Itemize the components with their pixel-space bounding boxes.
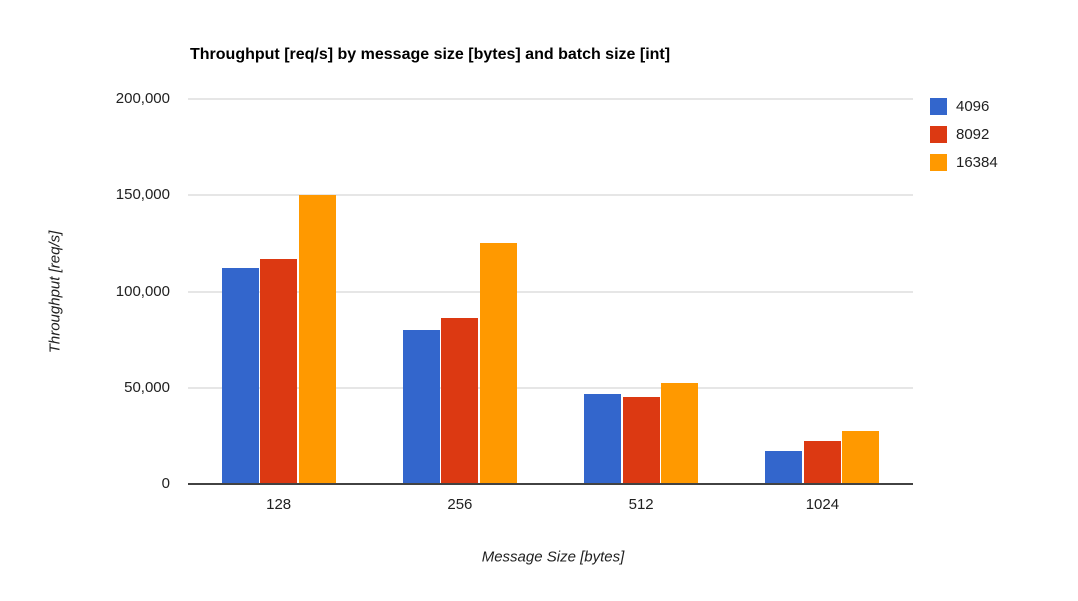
- x-tick-label: 512: [628, 496, 654, 513]
- legend-swatch-icon: [930, 98, 947, 115]
- y-tick-label: 200,000: [115, 90, 170, 107]
- plot-area: [188, 98, 913, 485]
- bar-4096-1024[interactable]: [765, 451, 803, 484]
- legend-label: 8092: [956, 126, 990, 143]
- legend-swatch-icon: [930, 154, 947, 171]
- x-axis-title: Message Size [bytes]: [481, 548, 625, 566]
- y-tick-label: 0: [161, 475, 170, 492]
- bar-8092-256[interactable]: [441, 317, 479, 484]
- gridline: [188, 290, 913, 293]
- legend-swatch-icon: [930, 126, 947, 143]
- x-tick-label: 128: [266, 496, 292, 513]
- x-tick-label: 256: [447, 496, 473, 513]
- legend-label: 4096: [956, 98, 990, 115]
- gridline: [188, 386, 913, 389]
- bar-16384-128[interactable]: [298, 195, 336, 484]
- bar-16384-1024[interactable]: [842, 431, 880, 484]
- bar-8092-512[interactable]: [622, 397, 660, 484]
- x-axis-line: [188, 483, 913, 485]
- legend-item-16384[interactable]: 16384: [930, 154, 998, 171]
- x-tick-label: 1024: [805, 496, 840, 513]
- bar-4096-512[interactable]: [584, 393, 622, 484]
- y-axis-title: Throughput [req/s]: [46, 230, 64, 354]
- chart-title: Throughput [req/s] by message size [byte…: [190, 46, 671, 63]
- legend: 4096 8092 16384: [930, 98, 998, 182]
- y-tick-label: 100,000: [115, 282, 170, 300]
- bar-4096-256[interactable]: [402, 330, 440, 484]
- y-tick-label: 150,000: [115, 186, 170, 204]
- bar-16384-256[interactable]: [479, 243, 517, 484]
- bar-16384-512[interactable]: [661, 382, 699, 484]
- legend-label: 16384: [956, 154, 998, 171]
- legend-item-8092[interactable]: 8092: [930, 126, 998, 143]
- bar-8092-1024[interactable]: [803, 440, 841, 484]
- y-tick-label: 50,000: [124, 378, 170, 396]
- bar-8092-128[interactable]: [260, 258, 298, 484]
- bar-4096-128[interactable]: [221, 268, 259, 484]
- legend-item-4096[interactable]: 4096: [930, 98, 998, 115]
- gridline: [188, 98, 913, 100]
- gridline: [188, 194, 913, 197]
